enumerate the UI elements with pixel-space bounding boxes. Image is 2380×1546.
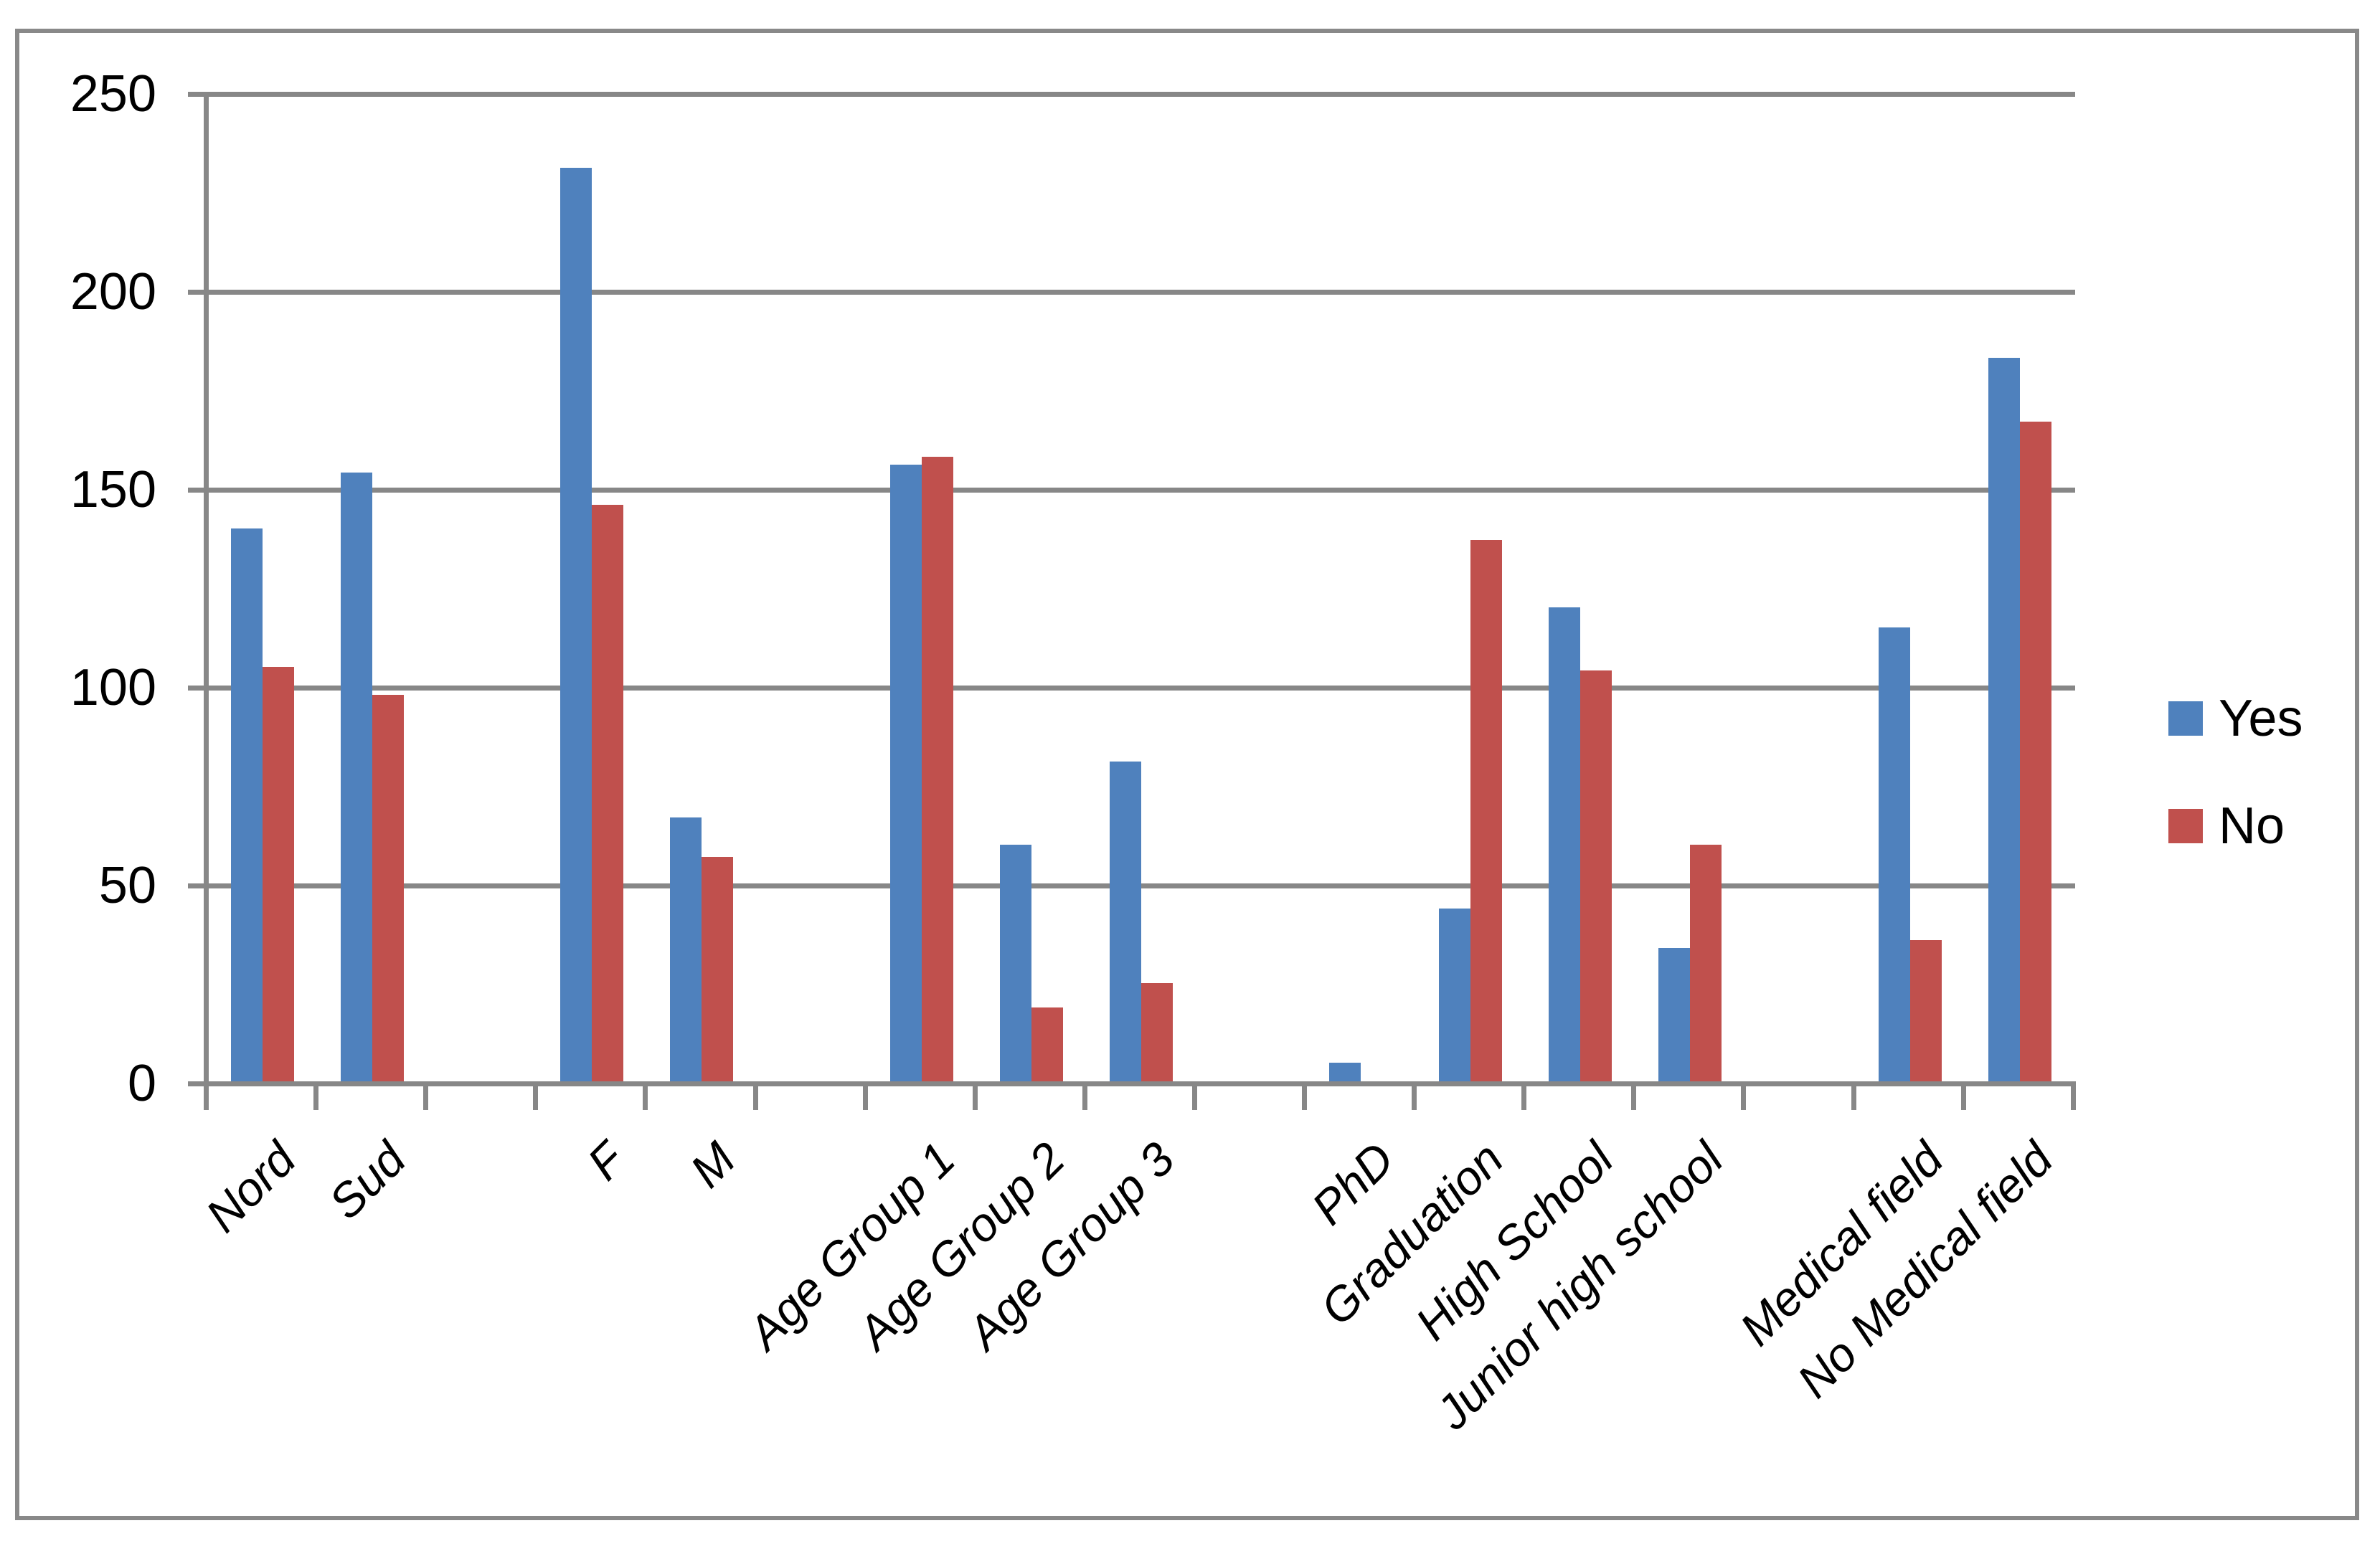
legend-item-no: No [2168,800,2285,852]
x-axis-tick [1741,1081,1746,1110]
bar-yes-age-group-3 [1110,762,1141,1086]
gridline [188,290,2075,295]
bar-no-age-group-3 [1141,983,1173,1086]
bar-no-m [702,857,733,1086]
x-axis-tick [1192,1081,1197,1110]
bar-yes-f [560,168,592,1086]
y-axis-tick-label: 250 [70,65,156,123]
x-axis-tick [1631,1081,1636,1110]
x-axis-category-label: F [577,1132,635,1190]
bar-yes-medical-field [1879,627,1910,1086]
x-axis-tick [1082,1081,1087,1110]
bar-no-high-school [1580,670,1612,1086]
bar-no-graduation [1470,540,1502,1086]
x-axis-tick [1302,1081,1307,1110]
bar-yes-age-group-1 [890,465,922,1086]
bar-yes-graduation [1439,909,1470,1086]
x-axis-tick [643,1081,648,1110]
bar-no-medical-field [1910,940,1942,1086]
x-axis-tick [863,1081,868,1110]
legend-label-yes: Yes [2219,690,2303,747]
gridline [188,686,2075,691]
x-axis-tick [533,1081,538,1110]
x-axis-tick [313,1081,318,1110]
bar-no-no-medical-field [2020,422,2051,1086]
x-axis-category-label: PhD [1300,1132,1404,1235]
y-axis-tick-label: 50 [98,857,156,914]
x-axis-tick [1851,1081,1856,1110]
y-axis-tick-label: 200 [70,263,156,321]
x-axis-tick [423,1081,428,1110]
x-axis-tick [2071,1081,2076,1110]
bar-no-sud [372,695,404,1086]
bar-yes-junior-high-school [1658,948,1690,1086]
x-axis-category-label: Nord [195,1132,306,1243]
bar-no-f [592,505,623,1086]
gridline [188,92,2075,97]
bar-yes-age-group-2 [1000,845,1031,1086]
bar-no-junior-high-school [1690,845,1722,1086]
bar-no-age-group-1 [922,457,953,1086]
x-axis-tick [1521,1081,1526,1110]
bar-yes-no-medical-field [1988,358,2020,1086]
y-axis-tick-label: 0 [127,1055,156,1112]
legend-label-no: No [2219,797,2285,855]
bar-yes-sud [341,473,372,1086]
x-axis-tick [1961,1081,1966,1110]
legend-swatch-yes-icon [2168,701,2203,736]
legend-swatch-no-icon [2168,809,2203,843]
x-axis-category-label: Sud [318,1132,415,1229]
bar-yes-nord [231,528,263,1086]
y-axis-line [204,92,209,1086]
gridline [188,488,2075,493]
x-axis-tick [973,1081,978,1110]
y-axis-tick-label: 150 [70,461,156,518]
x-axis-tick [1412,1081,1417,1110]
chart-frame-border [15,29,2359,1520]
x-axis-category-label: M [679,1132,745,1198]
legend-item-yes: Yes [2168,693,2303,744]
x-axis-tick [753,1081,758,1110]
x-axis-tick [204,1081,209,1110]
x-axis-line [188,1081,2075,1086]
y-axis-tick-label: 100 [70,659,156,716]
bar-yes-high-school [1549,607,1580,1086]
bar-no-age-group-2 [1031,1007,1063,1086]
bar-yes-m [670,817,702,1086]
bar-no-nord [263,667,294,1086]
